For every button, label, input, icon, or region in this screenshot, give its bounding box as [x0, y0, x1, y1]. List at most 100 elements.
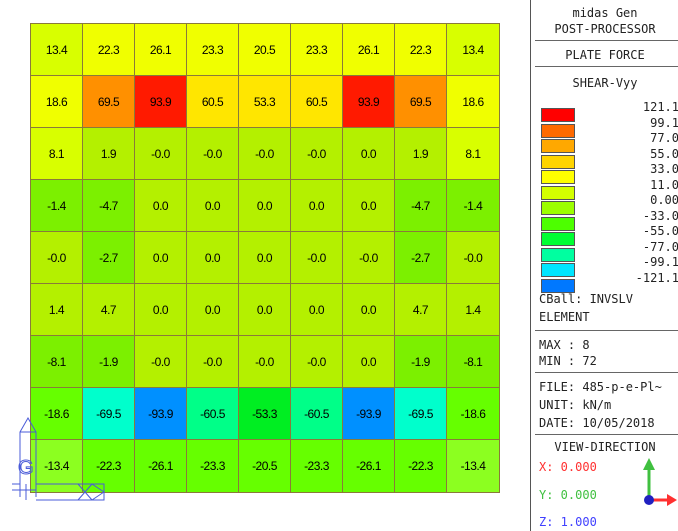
plate-element[interactable]: 8.1 — [447, 128, 499, 180]
plate-element[interactable]: 0.0 — [187, 284, 239, 336]
plate-element[interactable]: 0.0 — [343, 128, 395, 180]
plate-element[interactable]: -0.0 — [187, 336, 239, 388]
plate-element[interactable]: -13.4 — [447, 440, 499, 492]
plate-element[interactable]: -2.7 — [83, 232, 135, 284]
processor-label: POST-PROCESSOR — [554, 22, 656, 36]
plate-element[interactable]: -0.0 — [291, 128, 343, 180]
element-value: -1.9 — [411, 354, 430, 369]
axis-triad-icon: G — [12, 416, 105, 501]
plate-element[interactable]: -0.0 — [239, 336, 291, 388]
plate-element[interactable]: -22.3 — [395, 440, 447, 492]
plate-element[interactable]: 0.0 — [239, 284, 291, 336]
plate-element[interactable]: 22.3 — [83, 24, 135, 76]
plate-element[interactable]: 18.6 — [31, 76, 83, 128]
plate-element[interactable]: 0.0 — [135, 180, 187, 232]
plate-element[interactable]: -26.1 — [343, 440, 395, 492]
plate-element[interactable]: -69.5 — [395, 388, 447, 440]
plate-element[interactable]: 0.0 — [187, 232, 239, 284]
plate-element[interactable]: 8.1 — [31, 128, 83, 180]
plate-element[interactable]: 69.5 — [395, 76, 447, 128]
plate-element[interactable]: -22.3 — [83, 440, 135, 492]
plate-element[interactable]: 23.3 — [187, 24, 239, 76]
plate-element[interactable]: -1.4 — [447, 180, 499, 232]
plate-element[interactable]: -23.3 — [291, 440, 343, 492]
plate-element[interactable]: -20.5 — [239, 440, 291, 492]
plate-element[interactable]: -13.4 — [31, 440, 83, 492]
plate-element[interactable]: -1.9 — [395, 336, 447, 388]
element-value: 0.0 — [308, 302, 325, 317]
plate-element[interactable]: -0.0 — [31, 232, 83, 284]
plate-element[interactable]: 60.5 — [291, 76, 343, 128]
plate-element[interactable]: 4.7 — [395, 284, 447, 336]
plate-element[interactable]: 26.1 — [343, 24, 395, 76]
plate-element[interactable]: 0.0 — [291, 180, 343, 232]
plate-element[interactable]: 1.9 — [395, 128, 447, 180]
legend-value: 33.0 — [650, 162, 678, 176]
plate-element[interactable]: 20.5 — [239, 24, 291, 76]
plate-element[interactable]: -0.0 — [447, 232, 499, 284]
plate-element[interactable]: 23.3 — [291, 24, 343, 76]
element-value: -2.7 — [411, 250, 430, 265]
element-value: -0.0 — [463, 250, 483, 265]
plate-element[interactable]: 60.5 — [187, 76, 239, 128]
plate-element[interactable]: -0.0 — [291, 336, 343, 388]
plate-element[interactable]: -60.5 — [187, 388, 239, 440]
plate-element[interactable]: 13.4 — [31, 24, 83, 76]
plate-element[interactable]: -53.3 — [239, 388, 291, 440]
plate-element[interactable]: 0.0 — [135, 232, 187, 284]
plate-element[interactable]: -8.1 — [447, 336, 499, 388]
plate-element[interactable]: -4.7 — [83, 180, 135, 232]
plate-element[interactable]: -23.3 — [187, 440, 239, 492]
plate-element[interactable]: 69.5 — [83, 76, 135, 128]
plate-element[interactable]: -93.9 — [343, 388, 395, 440]
legend-swatch — [541, 139, 575, 153]
plate-element[interactable]: 0.0 — [343, 180, 395, 232]
plate-element[interactable]: 0.0 — [343, 336, 395, 388]
plate-element[interactable]: -0.0 — [187, 128, 239, 180]
plate-element[interactable]: -0.0 — [239, 128, 291, 180]
plate-element[interactable]: 0.0 — [187, 180, 239, 232]
element-value: 0.0 — [152, 302, 169, 317]
legend-swatch — [541, 201, 575, 215]
plate-element[interactable]: 26.1 — [135, 24, 187, 76]
plate-element[interactable]: 1.4 — [447, 284, 499, 336]
plate-element[interactable]: 0.0 — [239, 180, 291, 232]
plate-element[interactable]: -93.9 — [135, 388, 187, 440]
view-direction-icon — [643, 458, 677, 506]
element-label: ELEMENT — [539, 310, 590, 324]
plate-element[interactable]: -0.0 — [135, 336, 187, 388]
plate-element[interactable]: -1.4 — [31, 180, 83, 232]
plate-element[interactable]: -18.6 — [31, 388, 83, 440]
element-value: 8.1 — [48, 146, 65, 161]
plate-element[interactable]: -1.9 — [83, 336, 135, 388]
legend-swatch — [541, 263, 575, 277]
plate-element[interactable]: 0.0 — [343, 284, 395, 336]
plate-element[interactable]: -60.5 — [291, 388, 343, 440]
plate-element[interactable]: 93.9 — [343, 76, 395, 128]
plate-element[interactable]: 4.7 — [83, 284, 135, 336]
plate-element[interactable]: -18.6 — [447, 388, 499, 440]
plate-element[interactable]: -0.0 — [343, 232, 395, 284]
plate-element[interactable]: 53.3 — [239, 76, 291, 128]
element-value: 53.3 — [253, 94, 276, 109]
plate-element[interactable]: 1.9 — [83, 128, 135, 180]
plate-element[interactable]: -0.0 — [135, 128, 187, 180]
element-value: -60.5 — [304, 406, 329, 421]
plate-element[interactable]: 0.0 — [291, 284, 343, 336]
plate-element[interactable]: -69.5 — [83, 388, 135, 440]
element-value: -2.7 — [99, 250, 118, 265]
plate-element[interactable]: -4.7 — [395, 180, 447, 232]
element-value: 18.6 — [45, 94, 68, 109]
plate-element[interactable]: -26.1 — [135, 440, 187, 492]
plate-element[interactable]: 0.0 — [135, 284, 187, 336]
plate-element[interactable]: 13.4 — [447, 24, 499, 76]
plate-element[interactable]: 1.4 — [31, 284, 83, 336]
plate-element[interactable]: 18.6 — [447, 76, 499, 128]
plate-element[interactable]: 93.9 — [135, 76, 187, 128]
plate-element[interactable]: 0.0 — [239, 232, 291, 284]
plate-element[interactable]: 22.3 — [395, 24, 447, 76]
plate-element[interactable]: -2.7 — [395, 232, 447, 284]
plate-element[interactable]: -8.1 — [31, 336, 83, 388]
plate-element[interactable]: -0.0 — [291, 232, 343, 284]
plate-force-contour[interactable]: 13.4 22.3 26.1 23.3 20.5 23.3 26.1 22.3 13.4 18.6… — [30, 23, 500, 493]
